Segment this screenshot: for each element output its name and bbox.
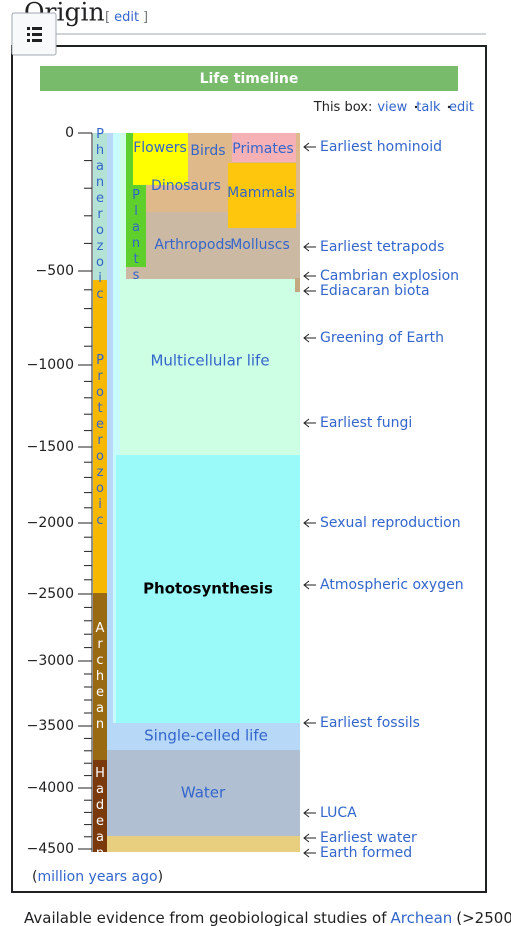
- eon-label: Archean: [93, 621, 108, 733]
- event-arrow: [303, 333, 316, 343]
- text: (>2500: [456, 909, 511, 926]
- event-arrow: [303, 271, 316, 281]
- axis: 0 −500 −1000 −1500 −2000 −2500 −3000 −3500 −4000…: [27, 125, 92, 857]
- talk-link[interactable]: talk: [416, 100, 441, 115]
- event-label: LUCA: [320, 805, 357, 821]
- edit-link[interactable]: edit: [449, 100, 474, 115]
- region-label: Primates: [232, 141, 293, 157]
- title-bar: [40, 66, 458, 91]
- region-label: Mammals: [227, 185, 295, 201]
- timeline-title: Life timeline: [200, 71, 299, 87]
- event-label: Earth formed: [320, 845, 412, 861]
- event-arrow: [303, 833, 316, 843]
- tick-label: −4000: [27, 780, 74, 796]
- separator: [447, 105, 451, 109]
- event-label: Ediacaran biota: [320, 283, 430, 299]
- tick-label: −500: [36, 263, 74, 279]
- event-arrow: [303, 718, 316, 728]
- tick-label: −1500: [27, 439, 74, 455]
- region-label: Arthropods: [154, 237, 231, 253]
- event-label: Sexual reproduction: [320, 515, 461, 531]
- regions: [107, 133, 300, 852]
- event-arrow: [303, 848, 316, 858]
- region-label: Flowers: [133, 140, 187, 156]
- region-label: Water: [181, 784, 226, 802]
- bracket: ]: [143, 10, 148, 25]
- tick-label: −2500: [27, 586, 74, 602]
- region-label: Birds: [190, 143, 225, 159]
- paren: (: [32, 869, 37, 885]
- paren: ): [158, 869, 163, 885]
- edit[interactable]: edit: [114, 10, 139, 25]
- event-arrow: [303, 580, 316, 590]
- eon-label: Hadean: [93, 766, 108, 862]
- region-label: Multicellular life: [150, 352, 269, 370]
- event-arrow: [303, 518, 316, 528]
- event-arrow: [303, 242, 316, 252]
- event-arrow: [303, 418, 316, 428]
- region-label: Dinosaurs: [151, 178, 221, 194]
- region-label: Single-celled life: [144, 727, 268, 745]
- bracket: [: [105, 10, 110, 25]
- event-label: Earliest fossils: [320, 715, 420, 731]
- tick-label: −2000: [27, 515, 74, 531]
- event-label: Earliest tetrapods: [320, 239, 444, 255]
- region-label: Plants: [129, 188, 144, 284]
- unit-link[interactable]: million years ago: [37, 869, 157, 885]
- separator: [414, 105, 418, 109]
- eon-label: Phanerozoic: [93, 127, 108, 303]
- tick-label: −4500: [27, 841, 74, 857]
- tick-label: −1000: [27, 357, 74, 373]
- text: Available evidence from geobiological st…: [24, 909, 387, 926]
- tick-label: −3500: [27, 718, 74, 734]
- box-links: This box: view talk edit: [313, 100, 474, 115]
- archean-link[interactable]: Archean: [390, 909, 452, 926]
- view-link[interactable]: view: [377, 100, 407, 115]
- event-label: Greening of Earth: [320, 330, 444, 346]
- event-arrow: [303, 142, 316, 152]
- event-label: Earliest hominoid: [320, 139, 442, 155]
- event-label: Earliest fungi: [320, 415, 412, 431]
- event-label: Earliest water: [320, 830, 417, 846]
- toc-button[interactable]: [11, 12, 57, 56]
- eon-label: Proterozoic: [93, 353, 108, 529]
- label: This box:: [313, 100, 373, 115]
- eons: [93, 133, 107, 852]
- event-arrow: [303, 286, 316, 296]
- event-label: Atmospheric oxygen: [320, 577, 464, 593]
- region-label: Molluscs: [230, 237, 290, 253]
- tick-label: 0: [65, 125, 74, 141]
- event-label: Cambrian explosion: [320, 268, 459, 284]
- tick-label: −3000: [27, 653, 74, 669]
- events: Earliest hominoid Earliest tetrapods Cambr…: [303, 139, 464, 861]
- region-label: Photosynthesis: [143, 580, 273, 598]
- event-arrow: [303, 808, 316, 818]
- body-text: Available evidence from geobiological st…: [24, 909, 511, 926]
- edit-link[interactable]: [ edit]: [105, 10, 148, 25]
- unit-note: (million years ago): [32, 869, 163, 885]
